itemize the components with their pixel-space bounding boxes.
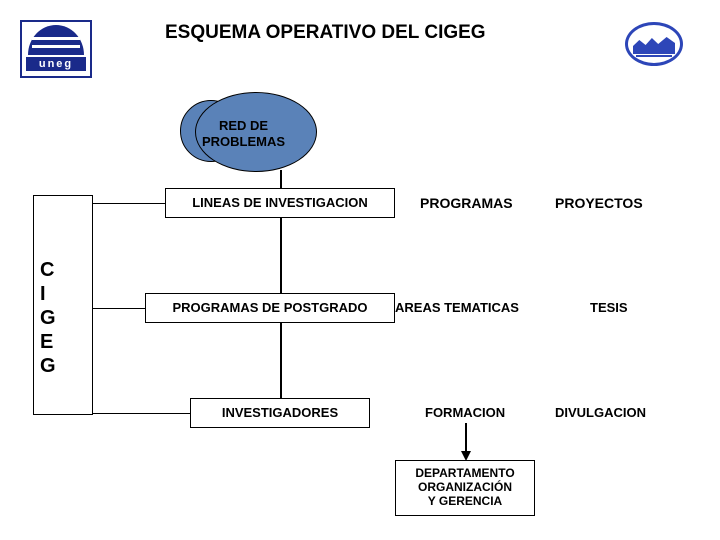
label-tesis: TESIS bbox=[590, 300, 628, 315]
box-programas-postgrado: PROGRAMAS DE POSTGRADO bbox=[145, 293, 395, 323]
label-proyectos: PROYECTOS bbox=[555, 195, 643, 211]
cigeg-bars-icon bbox=[636, 49, 672, 57]
uneg-logo-text: uneg bbox=[26, 57, 86, 71]
cigeg-letter: E bbox=[40, 331, 53, 353]
label-areas-tematicas: AREAS TEMATICAS bbox=[395, 300, 519, 315]
connector-h bbox=[93, 413, 190, 414]
box-lineas-investigacion: LINEAS DE INVESTIGACION bbox=[165, 188, 395, 218]
box-departamento: DEPARTAMENTO ORGANIZACIÓN Y GERENCIA bbox=[395, 460, 535, 516]
cigeg-vertical-letters: C I G E G bbox=[40, 258, 56, 378]
red-de-problemas-label: RED DE PROBLEMAS bbox=[202, 118, 285, 149]
box-investigadores: INVESTIGADORES bbox=[190, 398, 370, 428]
cigeg-logo bbox=[625, 22, 683, 66]
dept-line: ORGANIZACIÓN bbox=[418, 481, 512, 495]
cigeg-letter: I bbox=[40, 283, 46, 305]
page-title: ESQUEMA OPERATIVO DEL CIGEG bbox=[165, 22, 486, 44]
red-label-top: RED DE bbox=[219, 118, 268, 133]
cigeg-letter: G bbox=[40, 307, 56, 329]
label-divulgacion: DIVULGACION bbox=[555, 405, 646, 420]
red-label-bottom: PROBLEMAS bbox=[202, 134, 285, 149]
label-programas: PROGRAMAS bbox=[420, 195, 513, 211]
connector-arrow-stem bbox=[465, 423, 467, 453]
uneg-arch-icon bbox=[28, 25, 84, 55]
uneg-logo: uneg bbox=[20, 20, 92, 78]
cigeg-letter: G bbox=[40, 355, 56, 377]
connector-h bbox=[93, 308, 145, 309]
cigeg-letter: C bbox=[40, 259, 54, 281]
connector-h bbox=[93, 203, 165, 204]
dept-line: Y GERENCIA bbox=[428, 495, 502, 509]
diagram-canvas: ESQUEMA OPERATIVO DEL CIGEG uneg RED DE … bbox=[0, 0, 720, 540]
label-formacion: FORMACION bbox=[425, 405, 505, 420]
